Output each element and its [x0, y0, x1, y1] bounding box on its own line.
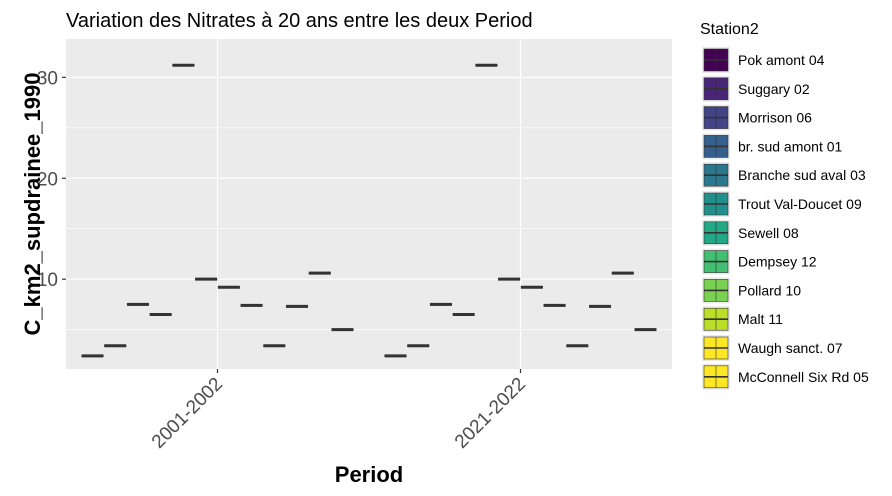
box-4-0: [172, 63, 195, 67]
box-3-1: [452, 313, 475, 317]
box-0-0: [81, 354, 104, 358]
grid-lines: [66, 39, 672, 369]
legend-label: Malt 11: [738, 311, 783, 327]
box-4-1: [475, 63, 498, 67]
box-6-1: [520, 285, 543, 289]
x-axis-title: Period: [335, 462, 403, 487]
legend: Station2 Pok amont 04 Suggary 02 Morrison …: [700, 21, 869, 390]
legend-item: Waugh sanct. 07: [702, 335, 843, 361]
box-6-0: [217, 285, 240, 289]
legend-label: Suggary 02: [738, 81, 810, 97]
legend-label: Sewell 08: [738, 225, 799, 241]
plot-panel: [66, 39, 672, 369]
box-0-1: [384, 354, 407, 358]
box-2-1: [429, 302, 453, 306]
box-5-1: [498, 277, 521, 281]
box-5-0: [195, 277, 218, 281]
box-9-1: [588, 304, 612, 308]
box-9-0: [285, 304, 309, 308]
box-10-1: [611, 271, 634, 275]
x-tick-label: 2001-2002: [148, 374, 227, 453]
box-8-1: [566, 344, 589, 348]
box-10-0: [308, 271, 331, 275]
y-tick-label: 10: [37, 270, 58, 291]
legend-label: Pok amont 04: [738, 52, 825, 68]
box-11-0: [331, 328, 354, 332]
box-marks: [81, 63, 657, 358]
legend-item: Branche sud aval 03: [702, 162, 866, 189]
legend-item: Suggary 02: [702, 75, 810, 102]
legend-item: Pollard 10: [702, 277, 801, 304]
box-8-0: [263, 344, 286, 348]
legend-label: Pollard 10: [738, 282, 801, 298]
legend-label: McConnell Six Rd 05: [738, 369, 869, 385]
legend-label: br. sud amont 01: [738, 138, 843, 154]
x-axis: 2001-2002 2021-2022: [148, 369, 530, 453]
legend-item: Pok amont 04: [702, 47, 825, 73]
legend-item: Morrison 06: [702, 104, 812, 131]
box-2-0: [126, 302, 150, 306]
legend-item: br. sud amont 01: [702, 133, 843, 160]
box-11-1: [634, 328, 657, 332]
legend-label: Branche sud aval 03: [738, 167, 866, 183]
box-3-0: [149, 313, 172, 317]
y-tick-label: 30: [37, 68, 58, 89]
box-7-1: [543, 303, 566, 307]
legend-item: McConnell Six Rd 05: [702, 363, 869, 390]
box-1-0: [104, 344, 127, 348]
legend-label: Waugh sanct. 07: [738, 340, 843, 356]
x-tick-label: 2021-2022: [451, 374, 530, 453]
legend-label: Morrison 06: [738, 110, 812, 126]
chart-title: Variation des Nitrates à 20 ans entre le…: [66, 10, 533, 32]
legend-item: Trout Val-Doucet 09: [702, 191, 862, 217]
legend-label: Dempsey 12: [738, 254, 817, 270]
legend-label: Trout Val-Doucet 09: [738, 196, 862, 212]
y-axis: 10 20 30: [37, 68, 66, 291]
y-tick-label: 20: [37, 169, 58, 190]
box-7-0: [240, 303, 263, 307]
legend-title: Station2: [700, 21, 759, 38]
legend-item: Dempsey 12: [702, 248, 817, 275]
box-1-1: [407, 344, 430, 348]
legend-item: Malt 11: [702, 306, 783, 333]
y-axis-title: C_km2_supdrainee_1990: [20, 73, 45, 336]
legend-item: Sewell 08: [702, 219, 799, 246]
